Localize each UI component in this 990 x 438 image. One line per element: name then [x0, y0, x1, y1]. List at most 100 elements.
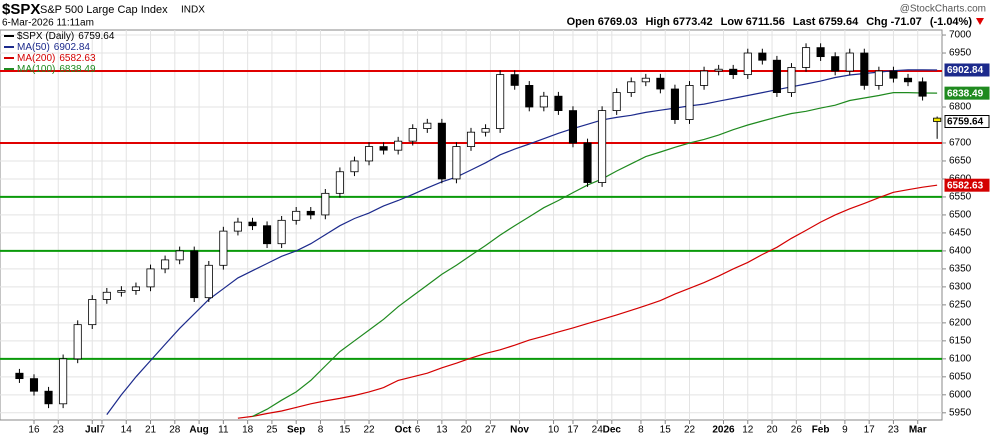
candle-body	[539, 95, 548, 108]
chart-subtitle: S&P 500 Large Cap Index	[40, 4, 168, 16]
candle-body	[714, 68, 723, 72]
candle-body	[466, 131, 476, 147]
candle-body	[772, 59, 781, 94]
candle-body	[394, 140, 403, 151]
candle-body	[292, 210, 301, 221]
x-tick-label: 15	[339, 425, 351, 436]
legend-name: MA(200)	[17, 53, 55, 64]
last-value: 6759.64	[818, 16, 859, 28]
candle-body	[29, 378, 39, 392]
quote-label: Low	[721, 16, 743, 28]
x-tick-label: 6	[415, 425, 421, 436]
last-value-label: 6759.64	[947, 117, 984, 128]
x-tick-label: 13	[436, 425, 448, 436]
candle-body	[175, 250, 184, 261]
x-tick-label: 7	[99, 425, 105, 436]
candle-body	[204, 264, 213, 299]
candle-body	[641, 77, 650, 83]
ma-line	[252, 92, 938, 417]
x-tick-label: 8	[638, 425, 644, 436]
last-value-label: 6838.49	[947, 88, 984, 99]
candle-body	[335, 171, 344, 194]
y-tick-label: 6500	[949, 210, 972, 221]
quote-line: Open 6769.03 High 6773.42 Low 6711.56 Last 6759…	[567, 16, 973, 28]
x-tick-label: 26	[791, 425, 803, 436]
candle-body	[350, 160, 359, 173]
candle-body	[918, 81, 927, 97]
legend-entry: MA(100) 6838.49	[17, 64, 96, 75]
quote-label: High	[645, 16, 670, 28]
y-tick-label: 6250	[949, 300, 972, 311]
candle-body	[233, 221, 242, 232]
x-tick-label: 20	[461, 425, 473, 436]
y-tick-label: 6700	[949, 138, 972, 149]
x-tick-label: Nov	[510, 425, 529, 436]
x-tick-label: Sep	[287, 425, 305, 436]
y-tick-label: 6050	[949, 371, 972, 382]
legend-entry: $SPX (Daily) 6759.64	[17, 31, 115, 42]
candle-body	[903, 77, 913, 83]
candle-body	[729, 68, 738, 76]
last-value-box	[944, 86, 990, 100]
y-tick-label: 6450	[949, 228, 972, 239]
candle-body	[685, 85, 694, 120]
y-tick-label: 6350	[949, 264, 972, 275]
candle-body	[860, 52, 869, 86]
low-value: 6711.56	[746, 16, 785, 28]
candle-body	[700, 70, 709, 86]
chart-title: $SPX	[2, 1, 40, 18]
x-tick-label: Mar	[909, 425, 927, 436]
x-tick-label: 17	[864, 425, 876, 436]
legend-value: 6838.49	[59, 64, 96, 75]
legend-value: 6902.84	[54, 42, 91, 53]
candle-body	[612, 92, 621, 111]
open-value: 6769.03	[598, 16, 638, 28]
x-tick-label: Aug	[189, 425, 208, 436]
legend-value: 6759.64	[78, 31, 115, 42]
candle-body	[364, 146, 374, 162]
candle-body	[787, 67, 796, 94]
y-tick-label: 6300	[949, 282, 972, 293]
x-tick-label: 17	[567, 425, 579, 436]
legend-name: MA(50)	[17, 42, 50, 53]
y-tick-label: 6100	[949, 353, 972, 364]
change-pct: (-1.04%)	[930, 16, 973, 28]
legend-name: MA(100)	[17, 64, 55, 75]
candle-body	[423, 122, 432, 129]
candle-body	[670, 88, 679, 120]
quote-label: Last	[793, 16, 816, 28]
candle-body	[263, 225, 272, 245]
candle-body	[73, 324, 82, 360]
y-tick-label: 6000	[949, 389, 972, 400]
x-tick-label: 22	[684, 425, 696, 436]
last-value-label: 6582.63	[947, 180, 984, 191]
x-tick-label: 10	[548, 425, 560, 436]
candle-body	[146, 268, 155, 288]
x-tick-label: Oct	[395, 425, 412, 436]
quote-label: Open	[567, 16, 595, 28]
x-tick-label: 27	[485, 425, 497, 436]
plot-frame	[0, 29, 943, 421]
candle-body	[816, 47, 825, 58]
candle-body	[15, 372, 24, 380]
high-value: 6773.42	[673, 16, 713, 28]
candle-body	[568, 110, 578, 144]
x-tick-label: 23	[888, 425, 900, 436]
x-tick-label: 11	[218, 425, 229, 436]
candle-body	[88, 299, 97, 326]
down-arrow	[976, 18, 984, 25]
legend-entry: MA(200) 6582.63	[17, 53, 96, 64]
x-tick-label: 28	[169, 425, 181, 436]
candle-body	[379, 146, 388, 151]
candle-body	[510, 74, 519, 86]
candle-body	[743, 52, 752, 76]
candle-body	[452, 146, 461, 180]
chart-date: 6-Mar-2026 11:11am	[2, 18, 94, 29]
candle-body	[306, 210, 315, 216]
candle-body	[190, 250, 199, 299]
candle-body	[627, 81, 636, 94]
source: @StockCharts.com	[900, 4, 986, 15]
ma-line	[237, 184, 938, 419]
